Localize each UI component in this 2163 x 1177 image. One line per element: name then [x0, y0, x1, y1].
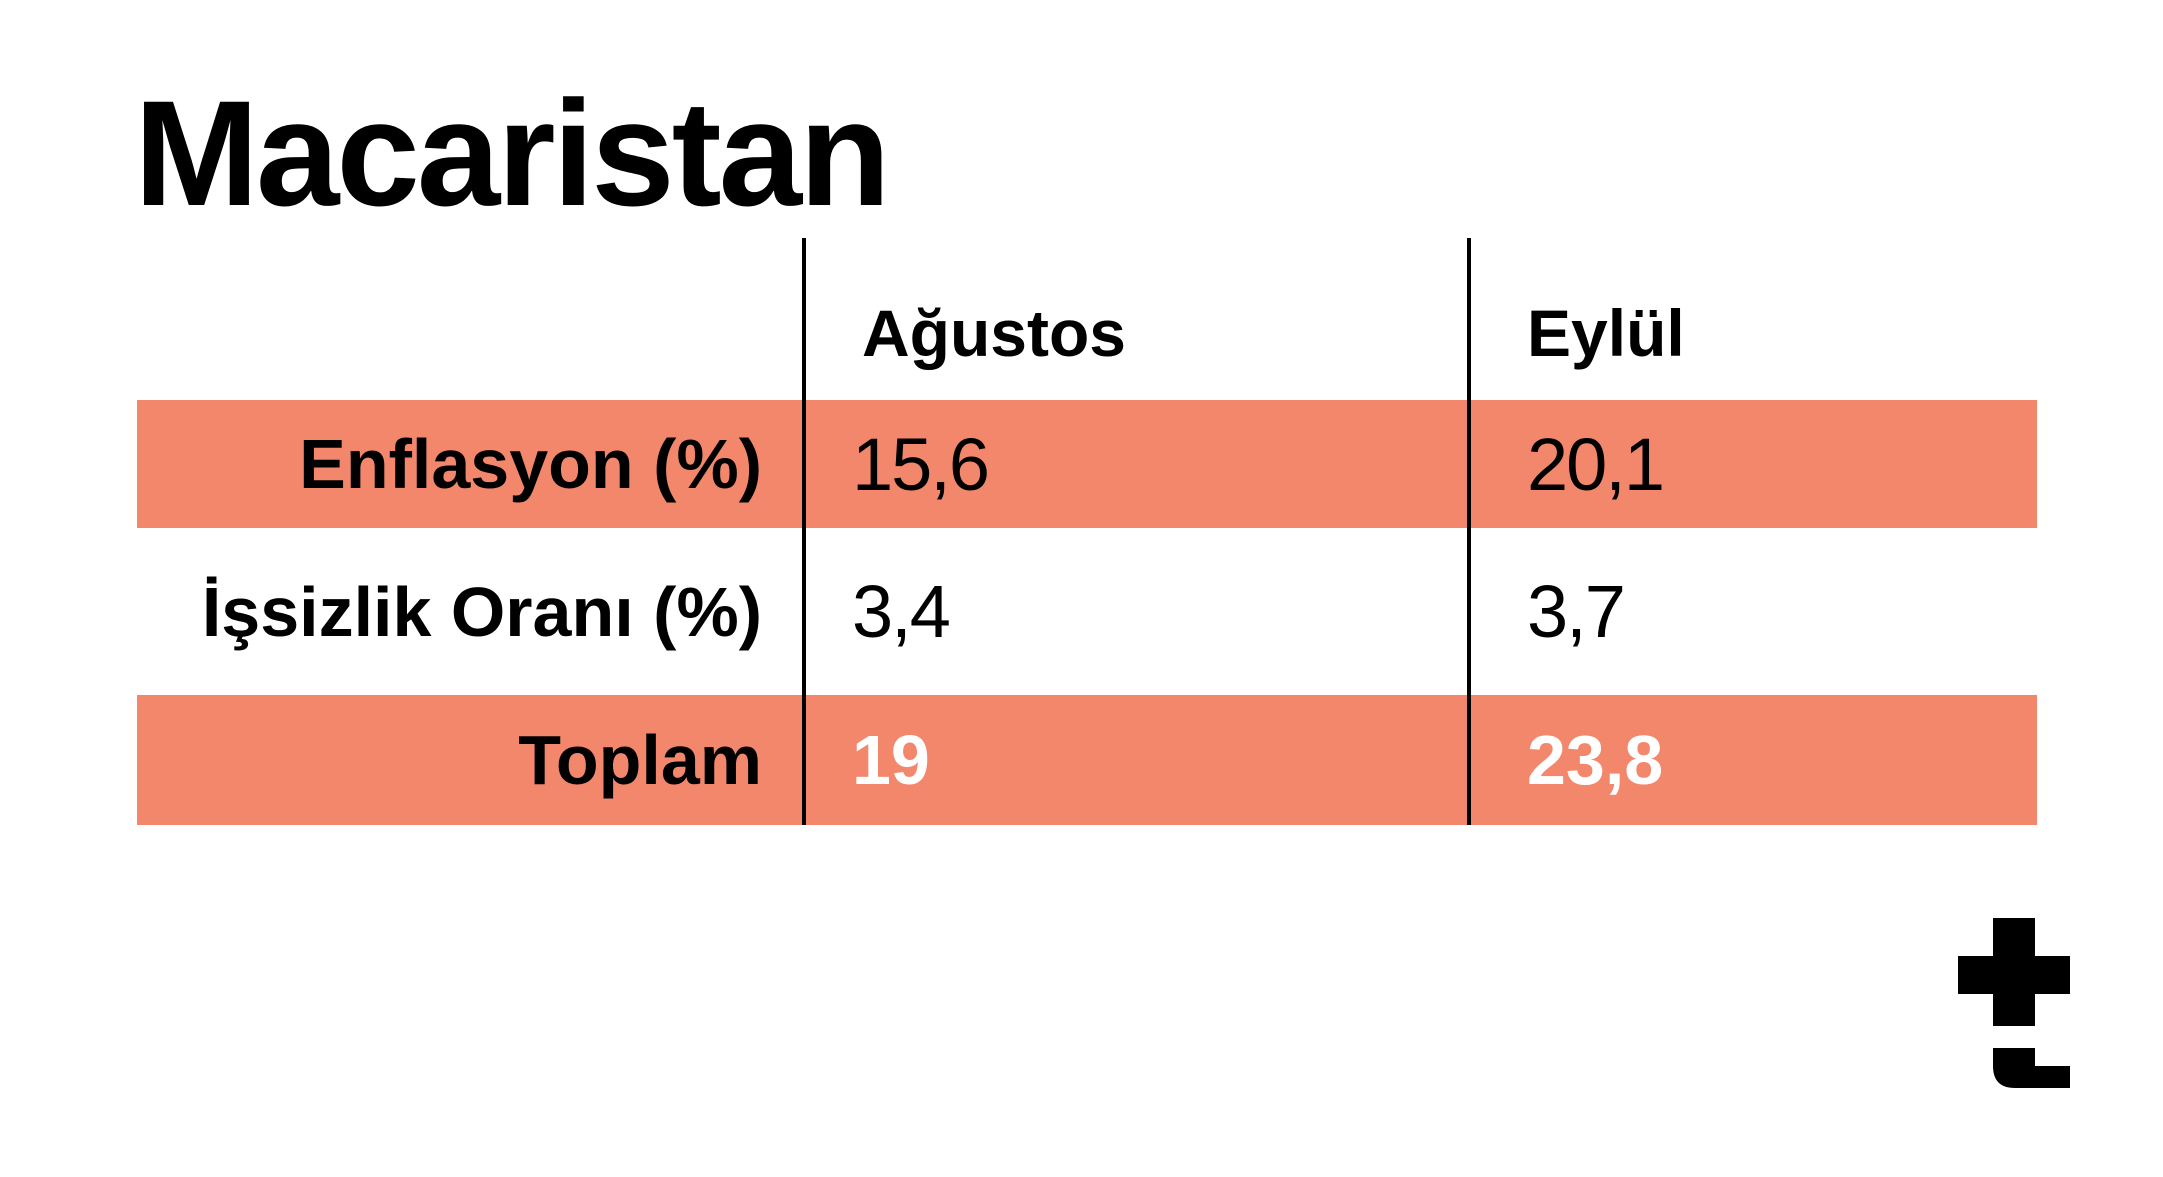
table-row-inflation: Enflasyon (%) 15,6 20,1 [137, 400, 2037, 528]
column-divider-1 [802, 238, 806, 825]
cell-total-september: 23,8 [1527, 721, 1664, 799]
cell-unemployment-september: 3,7 [1527, 570, 1626, 653]
page-title: Macaristan [134, 69, 891, 237]
table-header-empty-cell [137, 238, 762, 400]
cell-inflation-september: 20,1 [1527, 422, 1665, 506]
row-label-total: Toplam [518, 721, 762, 799]
cell-unemployment-august: 3,4 [852, 570, 951, 653]
table-row-unemployment: İşsizlik Oranı (%) 3,4 3,7 [137, 528, 2037, 695]
cell-total-august: 19 [852, 721, 930, 799]
t-logo-icon [1958, 918, 2070, 1088]
table-row-total: Toplam 19 23,8 [137, 695, 2037, 825]
cell-inflation-august: 15,6 [852, 422, 990, 506]
row-label-inflation: Enflasyon (%) [299, 425, 762, 503]
column-header-september: Eylül [1527, 296, 1685, 370]
column-header-august: Ağustos [862, 296, 1126, 370]
table-header-row: Ağustos Eylül [137, 238, 2037, 400]
data-table: Ağustos Eylül Enflasyon (%) 15,6 20,1 İş… [137, 238, 2037, 825]
column-divider-2 [1467, 238, 1471, 825]
row-label-unemployment: İşsizlik Oranı (%) [201, 572, 762, 651]
